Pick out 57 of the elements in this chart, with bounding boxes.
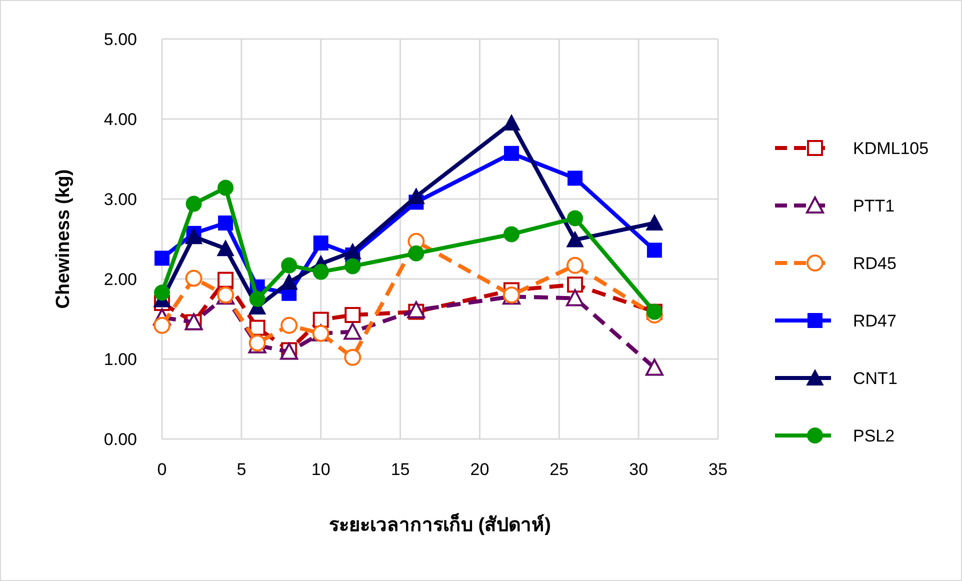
point bbox=[566, 231, 584, 248]
y-tick-label: 0.00 bbox=[104, 430, 137, 449]
x-tick-label: 20 bbox=[470, 460, 490, 479]
x-tick-label: 15 bbox=[390, 460, 410, 479]
point bbox=[567, 276, 584, 293]
legend-label: RD45 bbox=[853, 254, 896, 273]
x-tick-label: 5 bbox=[236, 460, 246, 479]
x-tick-label: 35 bbox=[708, 460, 728, 479]
point bbox=[408, 245, 424, 262]
point bbox=[312, 312, 329, 328]
x-tick-label: 10 bbox=[311, 460, 330, 479]
point bbox=[185, 228, 202, 244]
point bbox=[645, 358, 664, 376]
point bbox=[281, 257, 298, 274]
y-tick-label: 2.00 bbox=[104, 270, 137, 289]
point bbox=[218, 272, 234, 288]
point bbox=[344, 348, 362, 366]
point bbox=[280, 316, 298, 334]
point bbox=[313, 236, 328, 250]
point bbox=[218, 216, 234, 230]
y-tick-label: 1.00 bbox=[104, 350, 137, 369]
y-axis-title: Chewiness (kg) bbox=[53, 169, 74, 309]
legend-label: KDML105 bbox=[853, 139, 929, 158]
point bbox=[154, 284, 170, 301]
y-tick-label: 4.00 bbox=[104, 110, 137, 129]
point bbox=[218, 180, 234, 196]
point bbox=[185, 270, 202, 287]
point bbox=[566, 289, 584, 306]
x-tick-label: 30 bbox=[629, 460, 648, 479]
legend-label: CNT1 bbox=[853, 369, 898, 388]
x-tick-label: 25 bbox=[550, 460, 569, 479]
point bbox=[344, 307, 361, 323]
y-tick-label: 3.00 bbox=[104, 190, 137, 209]
point bbox=[504, 146, 519, 161]
point bbox=[154, 316, 170, 334]
legend-label: PSL2 bbox=[853, 426, 895, 446]
point bbox=[344, 258, 361, 274]
point bbox=[408, 188, 425, 204]
point bbox=[568, 170, 583, 186]
y-tick-label: 5.00 bbox=[104, 30, 137, 49]
point bbox=[217, 240, 234, 256]
point bbox=[186, 196, 202, 212]
point bbox=[344, 243, 362, 260]
point bbox=[249, 291, 266, 307]
x-tick-label: 0 bbox=[157, 460, 167, 479]
point bbox=[154, 250, 170, 266]
point bbox=[566, 256, 584, 274]
point bbox=[280, 274, 298, 290]
point bbox=[646, 214, 663, 230]
legend-label: PTT1 bbox=[853, 196, 895, 216]
point bbox=[312, 264, 329, 280]
point bbox=[344, 322, 362, 340]
point bbox=[503, 226, 520, 242]
point bbox=[567, 210, 584, 226]
legend-label: RD47 bbox=[853, 312, 896, 330]
point bbox=[646, 242, 662, 258]
x-axis-title: ระยะเวลาการเก็บ (สัปดาห์) bbox=[329, 512, 551, 536]
